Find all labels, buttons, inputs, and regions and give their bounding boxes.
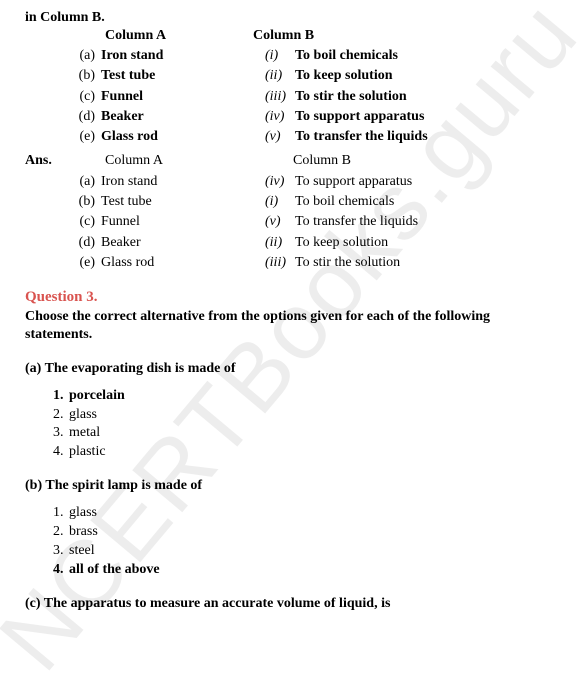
row-roman: (ii)	[265, 233, 295, 253]
answer-row: (e)Glass rod (iii)To stir the solution	[25, 253, 552, 273]
column-headers-answer: Ans. Column A Column B	[25, 151, 552, 171]
row-label: (b)	[25, 192, 101, 212]
row-label: (a)	[25, 46, 101, 66]
row-label: (a)	[25, 172, 101, 192]
row-text-b: To support apparatus	[295, 107, 424, 127]
row-roman: (i)	[265, 46, 295, 66]
row-label: (d)	[25, 233, 101, 253]
answer-label: Ans.	[25, 151, 65, 171]
row-text-b: To transfer the liquids	[295, 127, 428, 147]
option: 1.porcelain	[53, 387, 552, 406]
sub-question-b: (b) The spirit lamp is made of	[25, 478, 552, 494]
row-text-b: To stir the solution	[295, 253, 400, 273]
match-row: (c)Funnel (iii)To stir the solution	[25, 87, 552, 107]
row-text-b: To transfer the liquids	[295, 212, 418, 232]
row-text-a: Iron stand	[101, 172, 157, 192]
row-roman: (v)	[265, 127, 295, 147]
row-label: (c)	[25, 87, 101, 107]
row-roman: (iv)	[265, 107, 295, 127]
row-text-b: To keep solution	[295, 66, 393, 86]
match-row: (e)Glass rod (v)To transfer the liquids	[25, 127, 552, 147]
row-text-a: Test tube	[101, 192, 152, 212]
row-roman: (iii)	[265, 87, 295, 107]
row-roman: (iv)	[265, 172, 295, 192]
answer-row: (a)Iron stand (iv)To support apparatus	[25, 172, 552, 192]
row-text-a: Beaker	[101, 233, 141, 253]
col-b-header: Column B	[225, 28, 314, 44]
row-label: (d)	[25, 107, 101, 127]
row-label: (c)	[25, 212, 101, 232]
row-roman: (i)	[265, 192, 295, 212]
row-text-a: Glass rod	[101, 127, 265, 147]
row-roman: (iii)	[265, 253, 295, 273]
row-text-a: Iron stand	[101, 46, 265, 66]
answer-row: (b)Test tube (i)To boil chemicals	[25, 192, 552, 212]
row-text-a: Beaker	[101, 107, 265, 127]
row-text-b: To boil chemicals	[295, 46, 398, 66]
option: 1.glass	[53, 504, 552, 523]
answer-row: (d)Beaker (ii)To keep solution	[25, 233, 552, 253]
row-label: (e)	[25, 127, 101, 147]
question-3-title: Question 3.	[25, 289, 552, 306]
options-b: 1.glass 2.brass 3.steel 4.all of the abo…	[25, 504, 552, 580]
col-a-header: Column A	[25, 28, 225, 44]
intro-text: in Column B.	[25, 10, 552, 26]
option: 3.metal	[53, 424, 552, 443]
row-roman: (v)	[265, 212, 295, 232]
match-row: (b)Test tube (ii)To keep solution	[25, 66, 552, 86]
column-headers-question: Column A Column B	[25, 28, 552, 44]
col-b-header-ans: Column B	[265, 151, 351, 171]
match-row: (d)Beaker (iv)To support apparatus	[25, 107, 552, 127]
sub-question-c: (c) The apparatus to measure an accurate…	[25, 596, 552, 612]
option: 2.brass	[53, 523, 552, 542]
options-a: 1.porcelain 2.glass 3.metal 4.plastic	[25, 387, 552, 463]
row-label: (e)	[25, 253, 101, 273]
col-a-header-ans: Column A	[105, 153, 163, 168]
row-roman: (ii)	[265, 66, 295, 86]
sub-question-a: (a) The evaporating dish is made of	[25, 361, 552, 377]
option: 3.steel	[53, 542, 552, 561]
option: 2.glass	[53, 406, 552, 425]
answer-row: (c)Funnel (v)To transfer the liquids	[25, 212, 552, 232]
row-text-a: Funnel	[101, 87, 265, 107]
row-text-a: Glass rod	[101, 253, 154, 273]
row-text-b: To boil chemicals	[295, 192, 394, 212]
row-text-b: To support apparatus	[295, 172, 412, 192]
match-row: (a)Iron stand (i)To boil chemicals	[25, 46, 552, 66]
row-text-b: To stir the solution	[295, 87, 407, 107]
question-3-text: Choose the correct alternative from the …	[25, 308, 552, 344]
row-text-b: To keep solution	[295, 233, 388, 253]
document-content: in Column B. Column A Column B (a)Iron s…	[25, 10, 552, 612]
row-label: (b)	[25, 66, 101, 86]
row-text-a: Test tube	[101, 66, 265, 86]
option: 4.all of the above	[53, 561, 552, 580]
option: 4.plastic	[53, 443, 552, 462]
row-text-a: Funnel	[101, 212, 140, 232]
